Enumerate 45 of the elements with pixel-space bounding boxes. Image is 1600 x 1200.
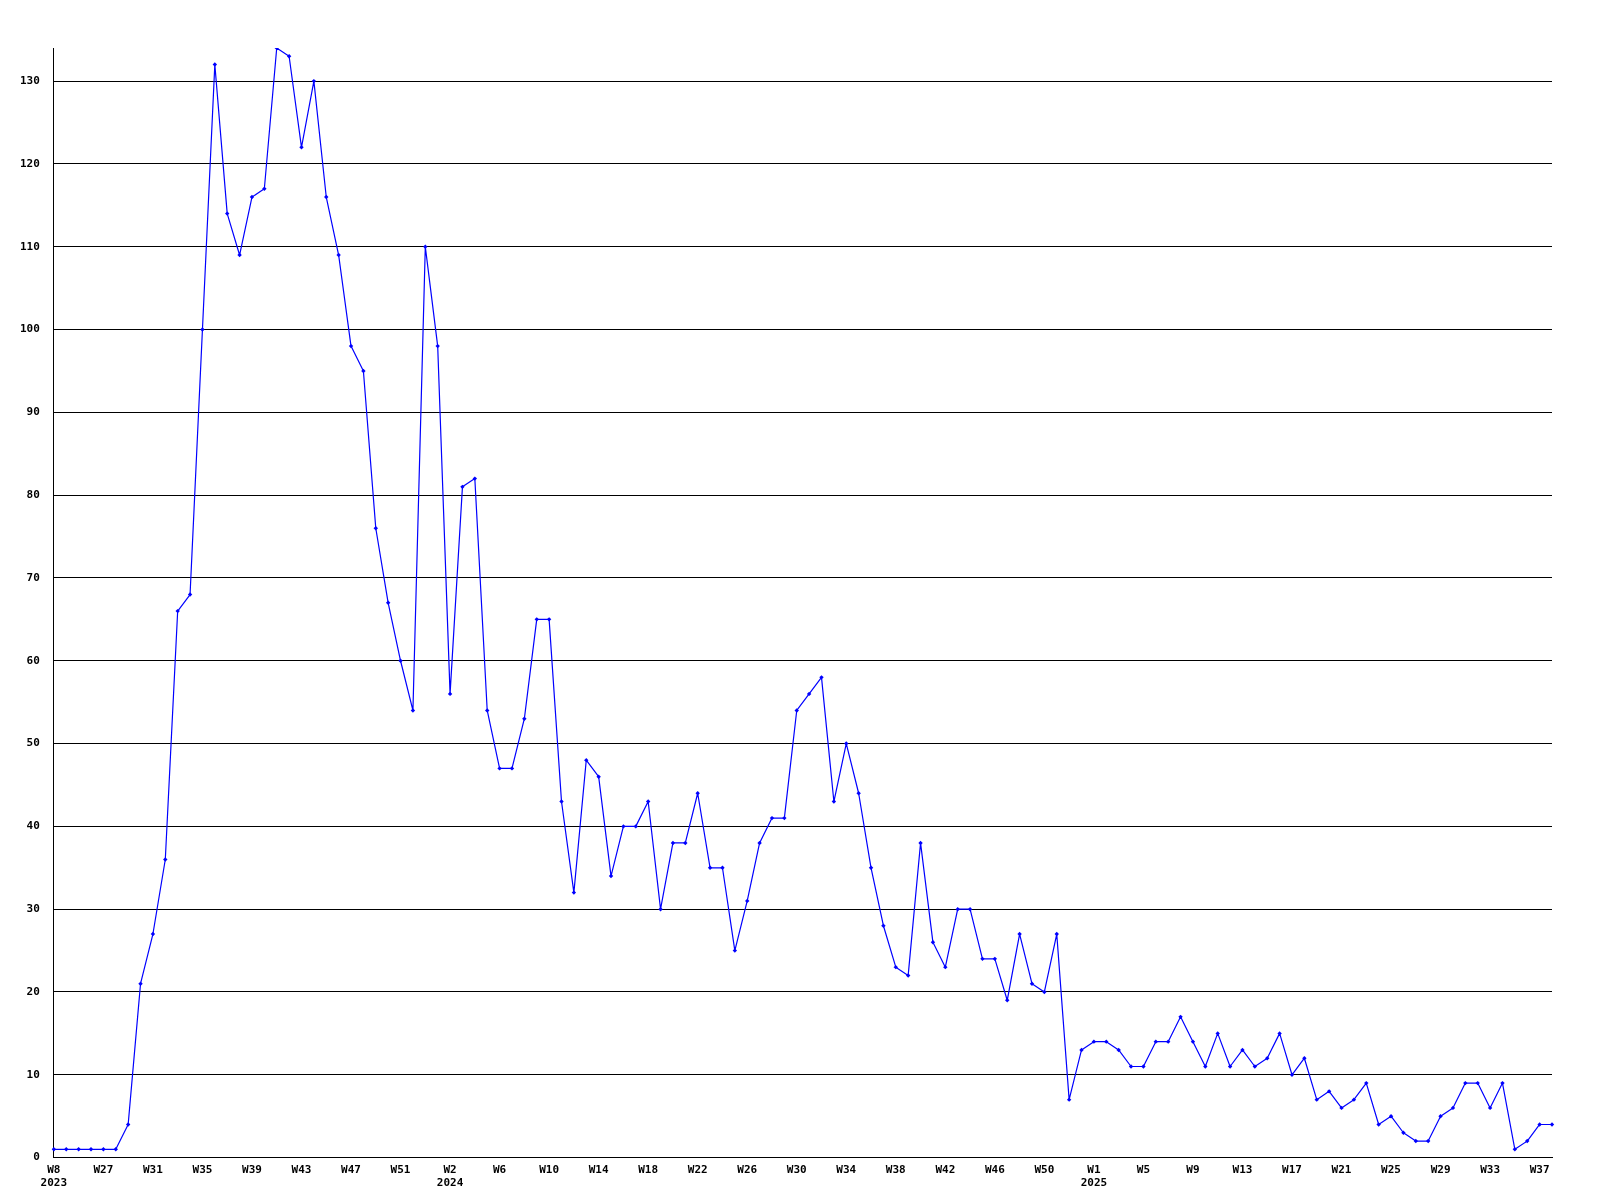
- y-tick-label: 110: [19, 239, 40, 253]
- x-tick-label: W6: [492, 1163, 507, 1177]
- x-tick-label: W37: [1529, 1163, 1550, 1177]
- x-tick-label: W14: [588, 1163, 609, 1177]
- x-tick-label: W46: [984, 1163, 1006, 1177]
- x-tick-label: W22: [687, 1163, 708, 1177]
- y-tick-label: 80: [26, 488, 40, 502]
- x-tick-label: W38: [885, 1163, 906, 1177]
- x-tick-label: W27: [93, 1163, 114, 1177]
- y-tick-label: 100: [19, 322, 40, 336]
- y-tick-label: 40: [26, 819, 40, 833]
- x-tick-label: W35: [192, 1163, 213, 1177]
- x-tick-label: W43: [291, 1163, 312, 1177]
- y-tick-label: 0: [33, 1150, 40, 1164]
- x-tick-label: W42: [935, 1163, 956, 1177]
- y-tick-label: 30: [26, 902, 40, 916]
- x-tick-label: W31: [142, 1163, 164, 1177]
- x-tick-label: W21: [1331, 1163, 1352, 1177]
- x-tick-label: W5: [1136, 1163, 1151, 1177]
- x-tick-label: W47: [341, 1163, 361, 1177]
- x-tick-label: W9: [1186, 1163, 1200, 1177]
- x-tick-label: W8 2023: [40, 1163, 68, 1190]
- x-tick-label: W25: [1381, 1163, 1401, 1177]
- x-tick-label: W18: [638, 1163, 659, 1177]
- y-tick-label: 50: [26, 736, 40, 750]
- x-tick-label: W30: [786, 1163, 807, 1177]
- y-tick-label: 90: [26, 405, 40, 419]
- x-tick-label: W34: [836, 1163, 857, 1177]
- x-tick-label: W29: [1430, 1163, 1451, 1177]
- y-tick-label: 130: [19, 73, 40, 87]
- x-tick-label: W1 2025: [1080, 1163, 1108, 1190]
- y-tick-label: 60: [26, 653, 40, 667]
- x-tick-label: W10: [539, 1163, 560, 1177]
- x-tick-label: W51: [390, 1163, 411, 1177]
- x-tick-label: W50: [1034, 1163, 1055, 1177]
- y-tick-label: 120: [19, 156, 40, 170]
- y-tick-label: 70: [26, 570, 40, 584]
- x-tick-label: W33: [1480, 1163, 1501, 1177]
- y-tick-label: 10: [26, 1067, 40, 1081]
- x-tick-label: W17: [1282, 1163, 1302, 1177]
- x-tick-label: W2 2024: [436, 1163, 464, 1190]
- x-tick-label: W39: [242, 1163, 262, 1177]
- x-tick-label: W26: [737, 1163, 758, 1177]
- x-tick-label: W13: [1232, 1163, 1253, 1177]
- y-tick-label: 20: [26, 984, 40, 998]
